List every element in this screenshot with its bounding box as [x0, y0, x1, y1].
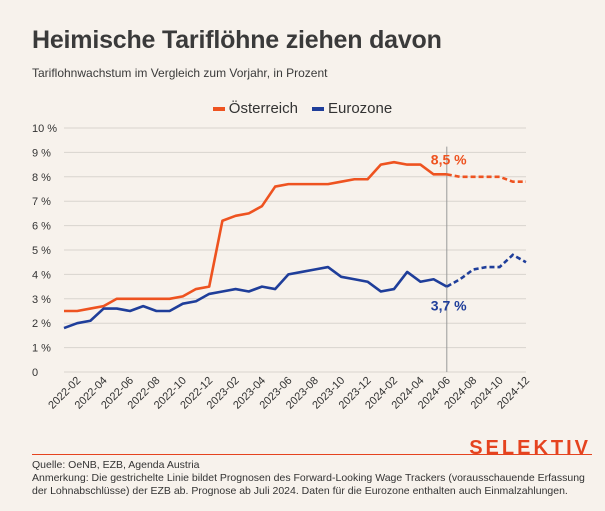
y-tick-label: 4 %: [32, 269, 51, 281]
legend-item-austria: Österreich: [212, 100, 298, 117]
chart-subtitle: Tariflohnwachstum im Vergleich zum Vorja…: [32, 66, 328, 80]
data-label-austria: 8,5 %: [431, 151, 467, 167]
legend-label-eurozone: Eurozone: [327, 100, 393, 117]
line-chart: 01 %2 %3 %4 %5 %6 %7 %8 %9 %10 %2022-022…: [32, 123, 532, 412]
series-line-austria: [64, 160, 447, 313]
footer: Quelle: OeNB, EZB, Agenda Austria Anmerk…: [32, 459, 587, 498]
legend-item-eurozone: Eurozone: [311, 100, 393, 117]
data-label-eurozone: 3,7 %: [431, 298, 467, 314]
y-tick-label: 10 %: [32, 123, 57, 135]
annotation-note: Anmerkung: Die gestrichelte Linie bildet…: [32, 472, 585, 497]
y-tick-label: 7 %: [32, 196, 51, 208]
series-line-eurozone: [63, 265, 448, 330]
brand-logo: SELEKTIV: [469, 437, 591, 459]
chart-title: Heimische Tariflöhne ziehen davon: [32, 26, 442, 54]
y-tick-label: 9 %: [32, 147, 51, 159]
legend: Österreich Eurozone: [0, 100, 605, 117]
y-tick-label: 2 %: [32, 318, 51, 330]
y-tick-label: 8 %: [32, 172, 51, 184]
y-tick-label: 6 %: [32, 221, 51, 233]
y-tick-label: 3 %: [32, 294, 51, 306]
series-forecast-eurozone: [446, 253, 527, 288]
legend-swatch-eurozone: [311, 106, 324, 111]
footer-divider: [32, 454, 592, 455]
y-tick-label: 1 %: [32, 343, 51, 355]
legend-label-austria: Österreich: [228, 100, 298, 117]
legend-swatch-austria: [212, 106, 225, 111]
y-tick-label: 5 %: [32, 245, 51, 257]
series-forecast-austria: [446, 173, 526, 183]
source-note: Quelle: OeNB, EZB, Agenda Austria: [32, 459, 200, 471]
y-tick-label: 0: [32, 367, 38, 379]
